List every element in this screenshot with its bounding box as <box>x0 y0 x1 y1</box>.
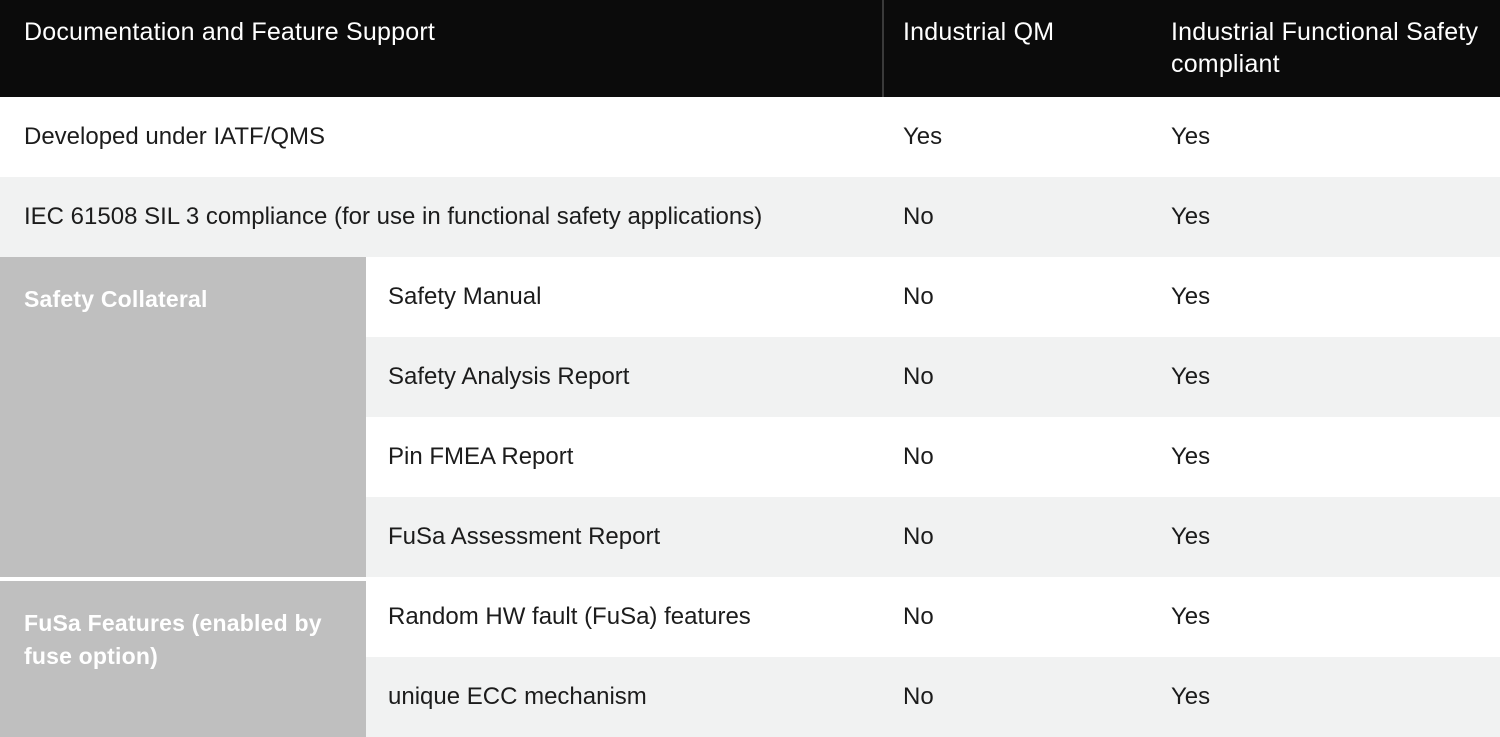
table-header: Documentation and Feature Support Indust… <box>0 0 1500 97</box>
table-row: FuSa Features (enabled by fuse option) R… <box>0 577 1500 737</box>
value-cell-qm: No <box>884 497 1152 577</box>
group-cell-safety-collateral: Safety Collateral <box>0 257 366 577</box>
row-label: IEC 61508 SIL 3 compliance (for use in f… <box>0 177 884 257</box>
value-cell-fusa: Yes <box>1152 417 1500 497</box>
feature-label: Safety Manual <box>366 257 884 337</box>
feature-label: Safety Analysis Report <box>366 337 884 417</box>
value-cell-qm: No <box>884 577 1152 657</box>
header-row: Documentation and Feature Support Indust… <box>0 0 1500 97</box>
value-cell-qm: No <box>884 417 1152 497</box>
table-row: FuSa Assessment Report No Yes <box>0 497 1500 577</box>
header-industrial-qm: Industrial QM <box>884 0 1152 97</box>
feature-label: unique ECC mechanism <box>366 657 884 737</box>
feature-label: Pin FMEA Report <box>366 417 884 497</box>
row-label: Developed under IATF/QMS <box>0 97 884 177</box>
value-cell-qm: Yes <box>884 97 1152 177</box>
header-feature-support: Documentation and Feature Support <box>0 0 884 97</box>
table-row: Developed under IATF/QMS Yes Yes <box>0 97 1500 177</box>
table-row: unique ECC mechanism No Yes <box>0 657 1500 737</box>
table-row: Safety Collateral Safety Manual No Yes <box>0 257 1500 577</box>
value-cell-qm: No <box>884 257 1152 337</box>
table-row: Pin FMEA Report No Yes <box>0 417 1500 497</box>
value-cell-fusa: Yes <box>1152 577 1500 657</box>
feature-label: FuSa Assessment Report <box>366 497 884 577</box>
value-cell-fusa: Yes <box>1152 97 1500 177</box>
value-cell-fusa: Yes <box>1152 497 1500 577</box>
value-cell-qm: No <box>884 177 1152 257</box>
table-row: IEC 61508 SIL 3 compliance (for use in f… <box>0 177 1500 257</box>
value-cell-qm: No <box>884 337 1152 417</box>
feature-label: Random HW fault (FuSa) features <box>366 577 884 657</box>
table-row: Safety Analysis Report No Yes <box>0 337 1500 417</box>
group-cell-fusa-features: FuSa Features (enabled by fuse option) <box>0 577 366 737</box>
value-cell-fusa: Yes <box>1152 257 1500 337</box>
value-cell-qm: No <box>884 657 1152 737</box>
value-cell-fusa: Yes <box>1152 177 1500 257</box>
value-cell-fusa: Yes <box>1152 337 1500 417</box>
value-cell-fusa: Yes <box>1152 657 1500 737</box>
header-industrial-fusa: Industrial Functional Safety compliant <box>1152 0 1500 97</box>
table-body: Developed under IATF/QMS Yes Yes IEC 615… <box>0 97 1500 737</box>
